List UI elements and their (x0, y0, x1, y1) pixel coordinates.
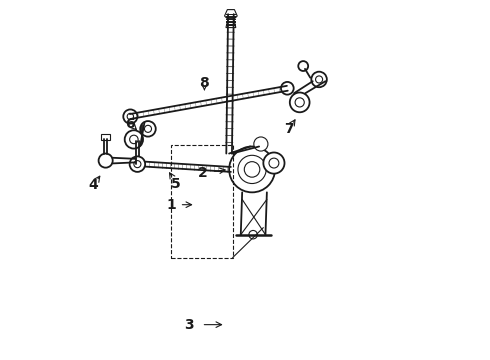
Circle shape (254, 137, 268, 151)
Circle shape (134, 161, 141, 168)
Circle shape (238, 155, 266, 184)
Text: 4: 4 (88, 178, 98, 192)
Circle shape (311, 72, 327, 87)
Text: 7: 7 (284, 122, 294, 136)
Circle shape (124, 130, 143, 149)
Text: 2: 2 (198, 166, 208, 180)
Polygon shape (224, 10, 237, 19)
Text: 8: 8 (199, 76, 209, 90)
Circle shape (249, 230, 257, 239)
Circle shape (269, 158, 279, 168)
FancyBboxPatch shape (101, 134, 110, 140)
Circle shape (316, 76, 322, 83)
Text: 5: 5 (172, 176, 181, 190)
Circle shape (145, 125, 151, 132)
Circle shape (130, 135, 138, 144)
Text: 3: 3 (184, 318, 194, 332)
Circle shape (127, 113, 133, 120)
Circle shape (229, 147, 275, 192)
Bar (171, 145, 233, 258)
Text: 6: 6 (125, 117, 135, 131)
Circle shape (130, 156, 145, 172)
Circle shape (298, 61, 308, 71)
Circle shape (140, 121, 156, 136)
Circle shape (290, 93, 310, 112)
Text: 1: 1 (166, 198, 176, 212)
Circle shape (281, 82, 294, 95)
Circle shape (263, 153, 285, 174)
Circle shape (245, 162, 260, 177)
Circle shape (98, 153, 113, 168)
Circle shape (123, 109, 137, 123)
Polygon shape (226, 19, 236, 28)
Circle shape (295, 98, 304, 107)
